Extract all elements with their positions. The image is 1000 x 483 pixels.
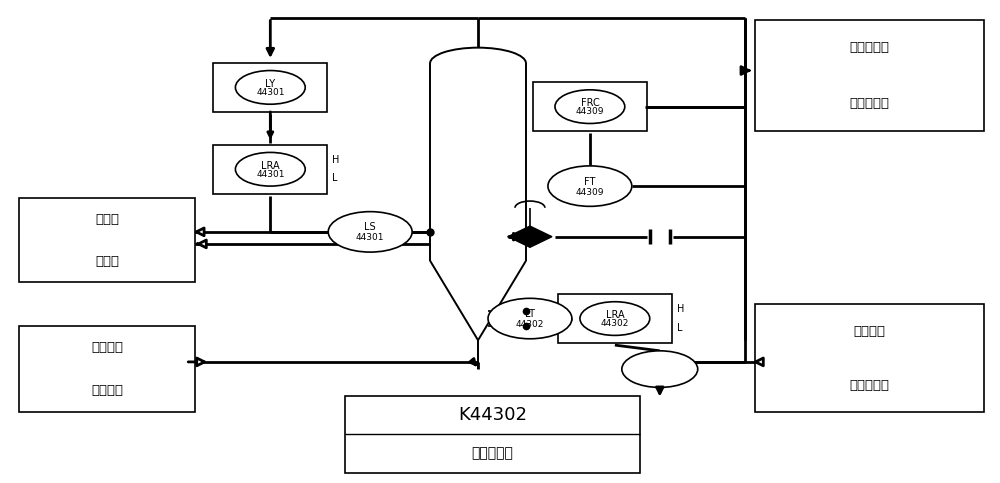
Text: 44309: 44309 [576, 107, 604, 116]
Text: H: H [677, 304, 684, 314]
Text: 中压蕊汽: 中压蕊汽 [91, 341, 123, 354]
Circle shape [488, 298, 572, 339]
Circle shape [622, 351, 698, 387]
Text: LRA: LRA [261, 160, 280, 170]
Text: 残渣油: 残渣油 [95, 213, 119, 226]
Bar [213, 144, 327, 194]
Text: 44301: 44301 [256, 170, 285, 179]
Text: LY: LY [265, 79, 275, 89]
Text: 油气和水汽: 油气和水汽 [849, 41, 889, 54]
Polygon shape [508, 226, 530, 247]
Bar [213, 63, 327, 112]
Text: FT: FT [584, 177, 596, 186]
Bar [345, 396, 640, 473]
Text: K44302: K44302 [458, 406, 527, 424]
Text: FRC: FRC [580, 98, 599, 108]
Text: 44309: 44309 [576, 188, 604, 197]
Text: 44302: 44302 [516, 320, 544, 329]
Text: 44301: 44301 [256, 88, 285, 97]
Text: 洗油再生器: 洗油再生器 [472, 446, 513, 460]
Polygon shape [530, 226, 552, 247]
Text: H: H [332, 155, 340, 165]
Circle shape [555, 90, 625, 124]
Text: LRA: LRA [606, 310, 624, 320]
Bar [558, 294, 672, 343]
Text: 44302: 44302 [601, 319, 629, 328]
Bar [755, 20, 984, 131]
Text: L: L [332, 173, 338, 184]
Bar [533, 82, 647, 131]
Text: 渣油槽: 渣油槽 [95, 255, 119, 268]
Text: 粗苯蕲馏塔: 粗苯蕲馏塔 [849, 379, 889, 392]
Text: 粗苯蕲馏塔: 粗苯蕲馏塔 [849, 97, 889, 110]
Circle shape [548, 166, 632, 206]
Text: LT: LT [525, 309, 535, 319]
Text: 热力管线: 热力管线 [91, 384, 123, 398]
Circle shape [235, 153, 305, 186]
Bar [19, 198, 195, 283]
Circle shape [580, 302, 650, 335]
Text: L: L [677, 323, 682, 333]
Bar [755, 304, 984, 412]
Text: 44301: 44301 [356, 233, 384, 242]
Circle shape [235, 71, 305, 104]
Text: LS: LS [364, 222, 376, 232]
Circle shape [328, 212, 412, 252]
Text: 循环洗油: 循环洗油 [853, 325, 885, 338]
Bar [19, 326, 195, 412]
